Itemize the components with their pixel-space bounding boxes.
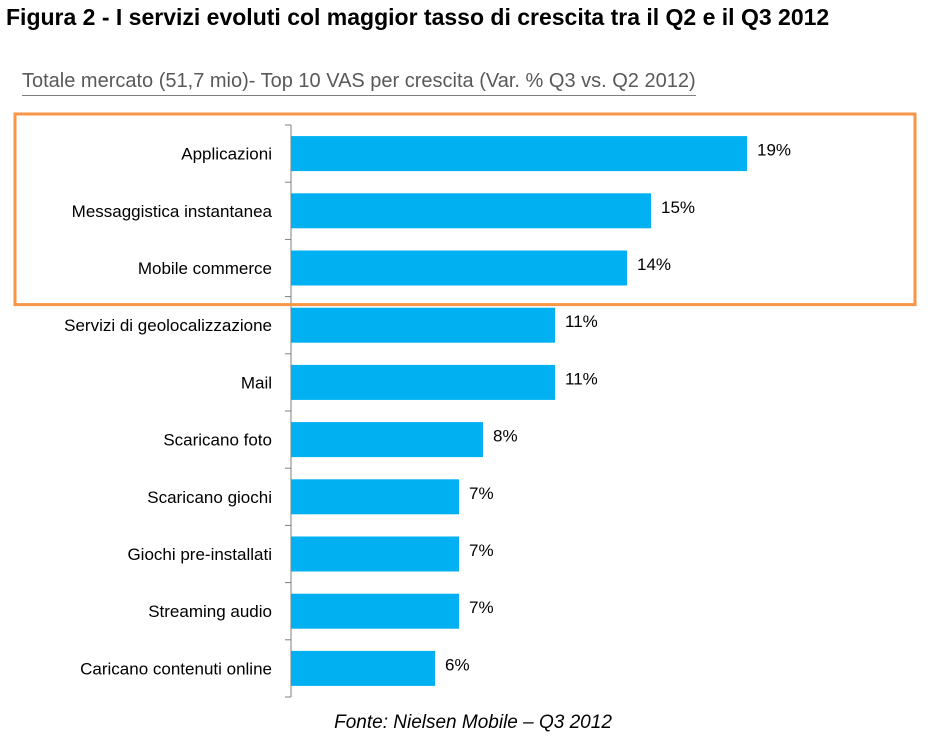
bar — [291, 364, 555, 400]
bar — [291, 193, 651, 229]
category-label: Messaggistica instantanea — [72, 202, 273, 221]
data-label: 14% — [637, 255, 671, 274]
data-label: 15% — [661, 198, 695, 217]
bar — [291, 250, 627, 286]
bar — [291, 536, 459, 572]
category-label: Servizi di geolocalizzazione — [64, 316, 272, 335]
data-label: 7% — [469, 541, 494, 560]
category-label: Streaming audio — [148, 602, 272, 621]
source-note: Fonte: Nielsen Mobile – Q3 2012 — [334, 712, 612, 733]
category-label: Applicazioni — [181, 145, 272, 164]
category-label: Mobile commerce — [138, 259, 272, 278]
category-label: Giochi pre-installati — [127, 545, 272, 564]
figure-title: Figura 2 - I servizi evoluti col maggior… — [6, 4, 830, 30]
bar — [291, 479, 459, 515]
bar — [291, 422, 483, 458]
bar-chart: Applicazioni 19% Messaggistica instantanea… — [13, 112, 917, 698]
bar — [291, 593, 459, 629]
highlight-box — [13, 112, 917, 307]
category-label: Mail — [241, 373, 272, 392]
data-label: 11% — [565, 369, 598, 388]
bar — [291, 136, 747, 172]
data-label: 8% — [493, 427, 518, 446]
data-label: 7% — [469, 598, 494, 617]
data-label: 11% — [565, 312, 598, 331]
data-label: 6% — [445, 655, 470, 674]
category-label: Scaricano giochi — [147, 488, 272, 507]
chart-subtitle: Totale mercato (51,7 mio)- Top 10 VAS pe… — [22, 70, 696, 96]
data-label: 19% — [757, 141, 791, 160]
category-label: Caricano contenuti online — [80, 659, 272, 678]
data-label: 7% — [469, 484, 494, 503]
plot-area: Applicazioni 19% Messaggistica instantanea… — [13, 112, 917, 698]
bar — [291, 307, 555, 343]
bar — [291, 650, 435, 686]
category-label: Scaricano foto — [163, 431, 272, 450]
